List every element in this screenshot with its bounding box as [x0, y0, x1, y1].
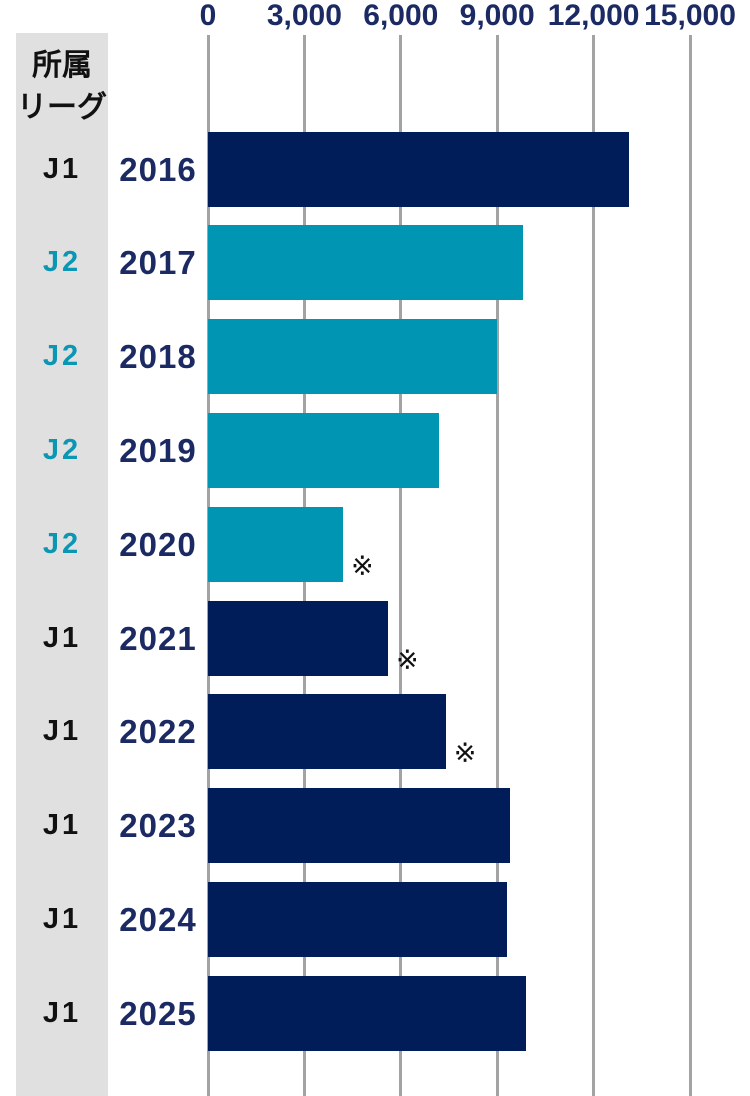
bar-2024 [208, 881, 507, 957]
gridline-6000 [399, 35, 403, 1096]
league-label-2018: J2 [42, 340, 82, 373]
league-label-2022: J1 [42, 715, 82, 748]
league-label-2016: J1 [42, 152, 82, 185]
note-mark-2022: ※ [453, 738, 477, 769]
year-label-2016: 2016 [119, 150, 197, 188]
bar-2019 [208, 412, 440, 488]
league-label-2017: J2 [42, 246, 82, 279]
league-label-2023: J1 [42, 809, 82, 842]
note-mark-2021: ※ [395, 644, 419, 675]
bar-2021 [208, 600, 388, 676]
league-label-2020: J2 [42, 527, 82, 560]
x-axis-tick-label-3000: 3,000 [266, 0, 342, 32]
bar-2018 [208, 319, 498, 395]
year-label-2021: 2021 [119, 619, 197, 657]
x-axis-tick-label-9000: 9,000 [459, 0, 535, 32]
league-label-2025: J1 [42, 996, 82, 1029]
league-column-header: 所属 リーグ [16, 45, 108, 129]
league-label-2021: J1 [42, 621, 82, 654]
league-label-2019: J2 [42, 433, 82, 466]
bar-2016 [208, 131, 629, 207]
bar-2017 [208, 225, 523, 301]
gridline-15000 [688, 35, 692, 1096]
gridline-12000 [592, 35, 596, 1096]
x-axis-tick-label-15000: 15,000 [644, 0, 736, 32]
year-label-2018: 2018 [119, 338, 197, 376]
year-label-2020: 2020 [119, 525, 197, 563]
league-label-2024: J1 [42, 902, 82, 935]
bar-2023 [208, 788, 511, 864]
bar-2020 [208, 506, 343, 582]
bar-2022 [208, 694, 446, 770]
year-label-2022: 2022 [119, 713, 197, 751]
league-header-line-1: 所属 [32, 49, 92, 82]
league-header-line-2: リーグ [17, 91, 107, 124]
year-label-2017: 2017 [119, 244, 197, 282]
year-label-2024: 2024 [119, 900, 197, 938]
x-axis-tick-label-0: 0 [199, 0, 217, 32]
year-label-2025: 2025 [119, 994, 197, 1032]
year-label-2023: 2023 [119, 807, 197, 845]
x-axis-tick-label-6000: 6,000 [363, 0, 439, 32]
bar-2025 [208, 975, 527, 1051]
gridline-9000 [495, 35, 499, 1096]
x-axis-tick-label-12000: 12,000 [547, 0, 640, 32]
note-mark-2020: ※ [350, 550, 374, 581]
year-label-2019: 2019 [119, 431, 197, 469]
league-column-background [16, 33, 108, 1096]
